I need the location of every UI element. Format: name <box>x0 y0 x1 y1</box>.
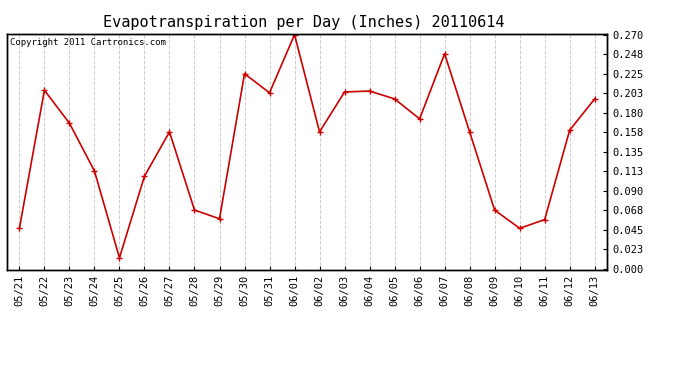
Text: Evapotranspiration per Day (Inches) 20110614: Evapotranspiration per Day (Inches) 2011… <box>103 15 504 30</box>
Text: Copyright 2011 Cartronics.com: Copyright 2011 Cartronics.com <box>10 39 166 48</box>
